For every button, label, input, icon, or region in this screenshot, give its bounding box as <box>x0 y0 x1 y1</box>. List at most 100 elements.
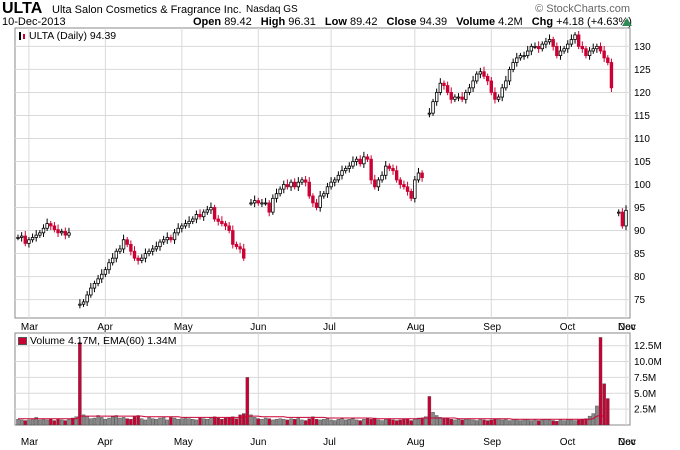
volume-bar <box>16 419 20 426</box>
price-bar-body <box>453 96 457 100</box>
volume-bar <box>41 419 46 426</box>
volume-bar <box>322 419 326 426</box>
price-bar-body <box>387 165 392 169</box>
volume-bar <box>442 418 446 426</box>
volume-bar <box>191 419 195 426</box>
volume-bar <box>475 420 479 426</box>
price-bar-body <box>343 167 348 172</box>
price-bar-body <box>402 184 406 188</box>
volume-bar <box>544 419 548 426</box>
price-bar-body <box>416 172 421 181</box>
price-bar-body <box>413 179 417 199</box>
price-bar-body <box>442 82 446 86</box>
price-bar-body <box>434 92 439 103</box>
volume-bar <box>278 418 282 426</box>
volume-bar <box>300 419 304 426</box>
volume-bar <box>551 420 555 426</box>
price-bar-body <box>158 241 162 248</box>
volume-panel-frame <box>14 332 631 426</box>
high-value: 96.31 <box>288 16 316 28</box>
volume-bar <box>63 420 68 426</box>
volume-bar <box>183 417 188 426</box>
volume-bar <box>464 419 468 426</box>
volume-bar <box>580 419 585 426</box>
price-bar-body <box>606 57 610 63</box>
volume-bar <box>169 417 173 426</box>
volume-bar <box>103 419 108 426</box>
volume-bar <box>231 416 235 426</box>
price-bar-body <box>151 248 155 252</box>
volume-bar <box>282 419 286 426</box>
low-value: 89.42 <box>349 16 378 28</box>
price-bar-body <box>409 191 413 199</box>
price-bar-body <box>267 202 271 213</box>
volume-bar <box>49 418 53 426</box>
volume-bar <box>489 419 493 426</box>
volume-bar <box>176 419 180 426</box>
price-bar-body <box>507 69 512 82</box>
volume-bar <box>136 415 140 426</box>
volume-bar <box>333 420 337 426</box>
volume-bar <box>351 418 355 426</box>
volume-bar <box>180 418 184 426</box>
volume-bar <box>602 383 606 426</box>
price-bar-body <box>333 179 337 183</box>
volume-legend: Volume 4.17M, EMA(60) 1.34M <box>18 335 176 347</box>
price-bar-body <box>533 46 537 48</box>
volume-bar <box>194 419 199 426</box>
price-bar-body <box>336 174 341 181</box>
price-bar-body <box>384 165 388 176</box>
volume-bar <box>518 420 523 426</box>
volume-bar <box>154 419 159 426</box>
price-bar-body <box>351 161 355 167</box>
volume-bar <box>329 419 333 426</box>
volume-bar <box>445 417 450 426</box>
price-bar-body <box>187 220 191 225</box>
volume-bar <box>460 419 464 426</box>
month-tick-label: Apr <box>97 322 113 333</box>
month-tick-label: Sep <box>483 437 501 448</box>
price-bar-body <box>624 209 628 227</box>
volume-bar <box>143 419 148 426</box>
price-bar-body <box>209 207 213 211</box>
month-tick-label: Aug <box>407 322 425 333</box>
volume-tick-label: 12.5M <box>634 341 662 352</box>
month-tick-label: Dec <box>618 322 636 333</box>
price-bar-body <box>598 46 603 52</box>
volume-bar <box>453 419 457 426</box>
price-bar-body <box>285 184 290 188</box>
volume-bar <box>533 419 537 426</box>
volume-bar <box>515 419 519 426</box>
price-bar-body <box>489 80 493 93</box>
price-legend: ULTA (Daily) 94.39 <box>18 30 116 42</box>
volume-bar <box>398 419 402 426</box>
volume-bar <box>485 420 490 426</box>
price-bar-body <box>63 231 68 236</box>
volume-bar <box>522 419 526 426</box>
price-bar-body <box>271 197 275 213</box>
chg-label: Chg <box>531 16 554 28</box>
price-tick-label: 130 <box>634 42 651 53</box>
price-bar-body <box>544 41 548 45</box>
volume-bar <box>526 419 530 426</box>
price-bar-body <box>278 188 282 195</box>
company-name: Ulta Salon Cosmetics & Fragrance Inc. <box>52 4 242 16</box>
price-tick-label: 115 <box>634 111 650 122</box>
volume-bar <box>467 418 472 426</box>
volume-bar <box>56 419 60 426</box>
volume-bar <box>405 418 410 426</box>
price-bar-body <box>234 243 239 248</box>
volume-bar <box>478 419 483 426</box>
price-bar-body <box>252 200 257 204</box>
volume-bar <box>584 418 588 426</box>
price-bar-body <box>45 223 49 229</box>
price-bar-body <box>220 220 224 225</box>
price-bar-body <box>16 237 20 239</box>
volume-bar <box>347 419 352 426</box>
volume-bar <box>74 416 78 426</box>
brand-label[interactable]: © StockCharts.com <box>535 3 630 15</box>
price-bar-body <box>27 239 31 244</box>
volume-bar <box>238 414 242 426</box>
volume-bar <box>165 419 169 426</box>
price-tick-label: 105 <box>634 157 651 168</box>
